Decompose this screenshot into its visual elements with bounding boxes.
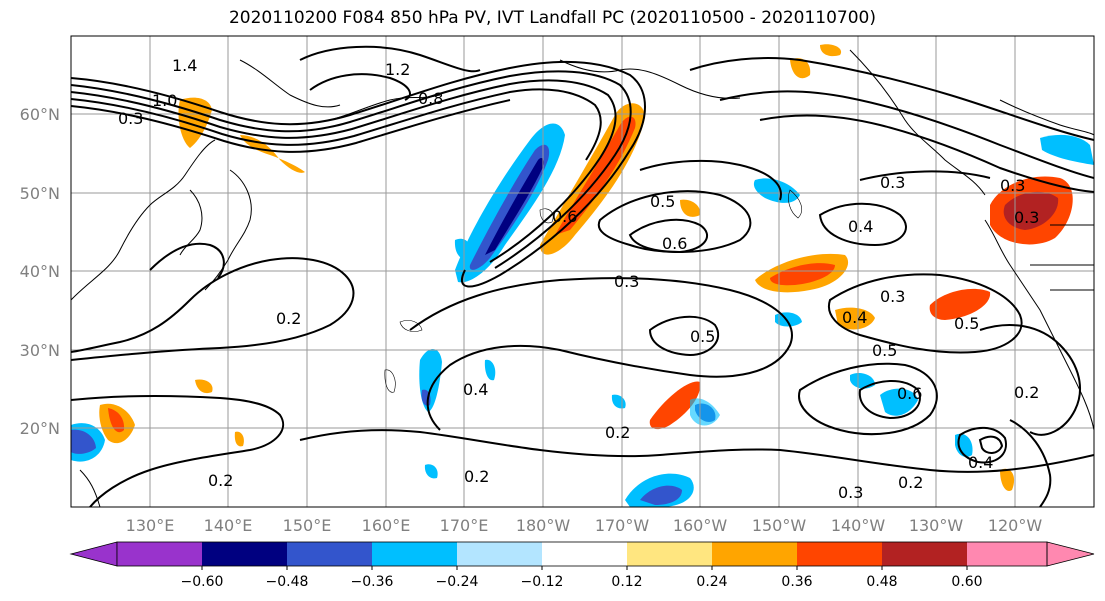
lat-label: 50°N bbox=[20, 184, 60, 203]
colorbar-tick-label: 0.24 bbox=[696, 574, 727, 590]
latitude-labels: 60°N 50°N 40°N 30°N 20°N bbox=[20, 105, 60, 438]
colorbar-tick-label: 0.48 bbox=[866, 574, 897, 590]
contour-label-group: 1.4 1.0 0.3 0.8 1.2 0.5 0.6 0.2 0.3 0.4 … bbox=[118, 56, 1039, 502]
contour-label: 0.3 bbox=[118, 109, 143, 128]
colorbar-segment bbox=[542, 542, 627, 566]
colorbar-tick-label: 0.60 bbox=[951, 574, 982, 590]
colorbar-segment bbox=[287, 542, 372, 566]
colorbar-tick-label: −0.12 bbox=[521, 574, 564, 590]
contour-label: 0.3 bbox=[1000, 176, 1025, 195]
contour-label: 0.5 bbox=[690, 327, 715, 346]
contour-label: 0.2 bbox=[208, 471, 233, 490]
contour-label: 0.8 bbox=[418, 89, 443, 108]
contour-label: 1.4 bbox=[172, 56, 197, 75]
colorbar-tick-label: −0.48 bbox=[266, 574, 309, 590]
colorbar-tick-label: −0.60 bbox=[181, 574, 224, 590]
colorbar-segment bbox=[117, 542, 202, 566]
map-title: 2020110200 F084 850 hPa PV, IVT Landfall… bbox=[228, 8, 876, 28]
lon-label: 150°W bbox=[752, 516, 807, 535]
contour-label: 1.2 bbox=[385, 60, 410, 79]
colorbar-tick-label: −0.24 bbox=[436, 574, 479, 590]
lon-label: 150°E bbox=[283, 516, 332, 535]
contour-label: 0.3 bbox=[838, 483, 863, 502]
colorbar-extend-low bbox=[69, 541, 118, 567]
lon-label: 130°E bbox=[126, 516, 175, 535]
lat-label: 40°N bbox=[20, 262, 60, 281]
lon-label: 140°E bbox=[204, 516, 253, 535]
lon-label: 140°W bbox=[831, 516, 886, 535]
map-border bbox=[70, 35, 1095, 508]
pv-zero-lines bbox=[384, 189, 802, 393]
contour-label: 0.4 bbox=[848, 217, 873, 236]
lon-label: 160°W bbox=[673, 516, 728, 535]
colorbar-tick-label: −0.36 bbox=[351, 574, 394, 590]
lat-label: 30°N bbox=[20, 341, 60, 360]
contour-label: 0.3 bbox=[614, 272, 639, 291]
lat-label: 20°N bbox=[20, 419, 60, 438]
contours bbox=[71, 45, 1094, 507]
lon-label: 170°W bbox=[595, 516, 650, 535]
colorbar-tick-label: 0.36 bbox=[781, 574, 812, 590]
contour-label: 0.3 bbox=[880, 287, 905, 306]
contour-label: 0.5 bbox=[872, 341, 897, 360]
longitude-labels: 130°E 140°E 150°E 160°E 170°E 180°W 170°… bbox=[126, 516, 1043, 535]
colorbar-tick-label: 0.12 bbox=[611, 574, 642, 590]
contour-label: 0.4 bbox=[968, 453, 993, 472]
lat-label: 60°N bbox=[20, 105, 60, 124]
contour-label: 0.6 bbox=[552, 207, 577, 226]
contour-label: 0.5 bbox=[954, 314, 979, 333]
contour-label: 0.2 bbox=[1014, 383, 1039, 402]
contour-label: 0.6 bbox=[897, 384, 922, 403]
graticule bbox=[71, 36, 1094, 507]
contour-label: 1.0 bbox=[152, 91, 177, 110]
colorbar-segment bbox=[372, 542, 457, 566]
lon-label: 120°W bbox=[988, 516, 1043, 535]
contour-label: 0.3 bbox=[880, 173, 905, 192]
contour-label: 0.4 bbox=[463, 380, 488, 399]
colorbar: −0.60 −0.48 −0.36 −0.24 −0.12 0.12 0.24 … bbox=[69, 541, 1095, 590]
colorbar-segment bbox=[967, 542, 1047, 566]
contour-label: 0.4 bbox=[842, 308, 867, 327]
lon-label: 180°W bbox=[516, 516, 571, 535]
contour-label: 0.3 bbox=[1014, 208, 1039, 227]
lon-label: 170°E bbox=[440, 516, 489, 535]
colorbar-segment bbox=[882, 542, 967, 566]
colorbar-segment bbox=[712, 542, 797, 566]
contour-label: 0.5 bbox=[650, 192, 675, 211]
colorbar-segment bbox=[797, 542, 882, 566]
contour-label: 0.6 bbox=[662, 234, 687, 253]
contour-label: 0.2 bbox=[605, 423, 630, 442]
contour-label: 0.2 bbox=[464, 467, 489, 486]
colorbar-segment bbox=[457, 542, 542, 566]
lon-label: 160°E bbox=[362, 516, 411, 535]
colorbar-segment bbox=[202, 542, 287, 566]
colorbar-border bbox=[116, 541, 1048, 567]
contour-label: 0.2 bbox=[898, 473, 923, 492]
colorbar-extend-high bbox=[1046, 541, 1095, 567]
lon-label: 130°W bbox=[909, 516, 964, 535]
contour-label: 0.2 bbox=[276, 309, 301, 328]
colorbar-segment bbox=[627, 542, 712, 566]
